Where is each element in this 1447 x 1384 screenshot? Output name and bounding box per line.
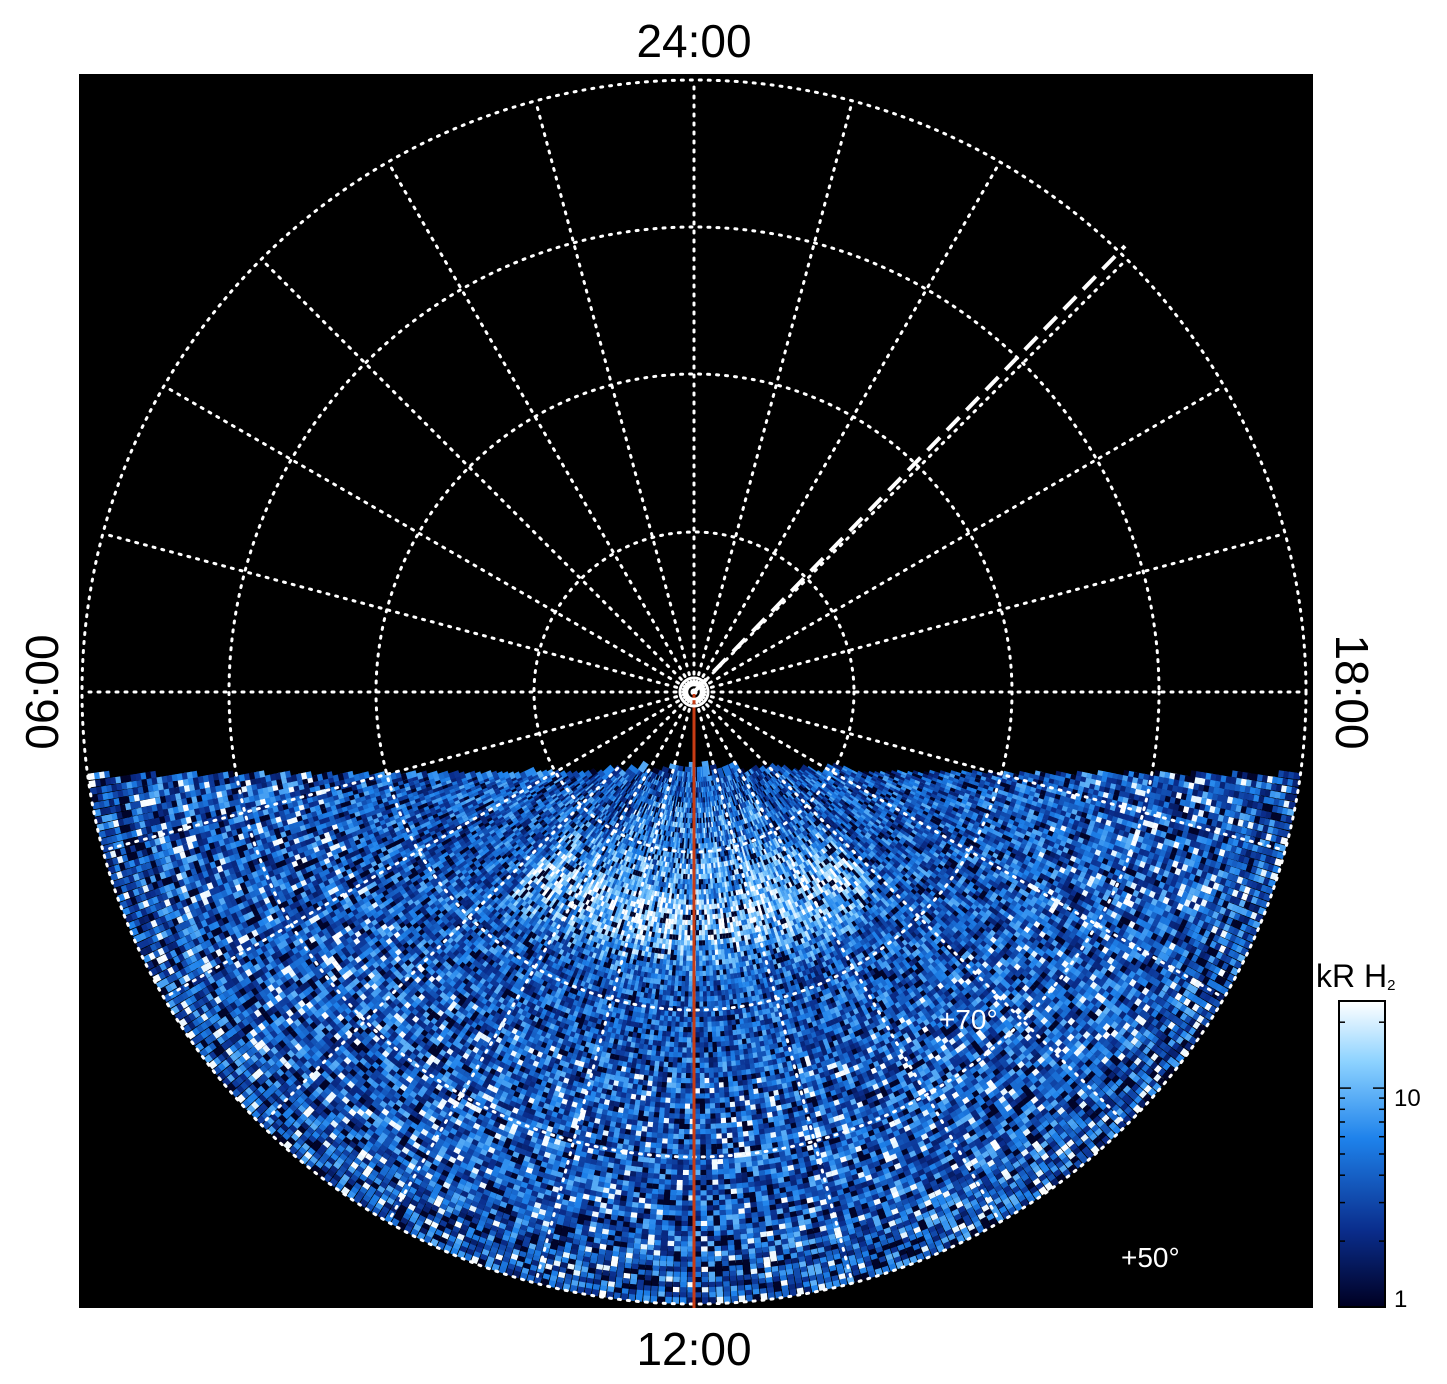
- local-time-label-bottom: 12:00: [636, 1326, 751, 1372]
- local-time-label-right: 18:00: [1329, 634, 1375, 749]
- polar-map-canvas: [79, 74, 1313, 1308]
- local-time-label-left: 06:00: [19, 634, 65, 749]
- local-time-label-top: 24:00: [636, 18, 751, 64]
- polar-projection-plot: +70° +50°: [79, 74, 1313, 1308]
